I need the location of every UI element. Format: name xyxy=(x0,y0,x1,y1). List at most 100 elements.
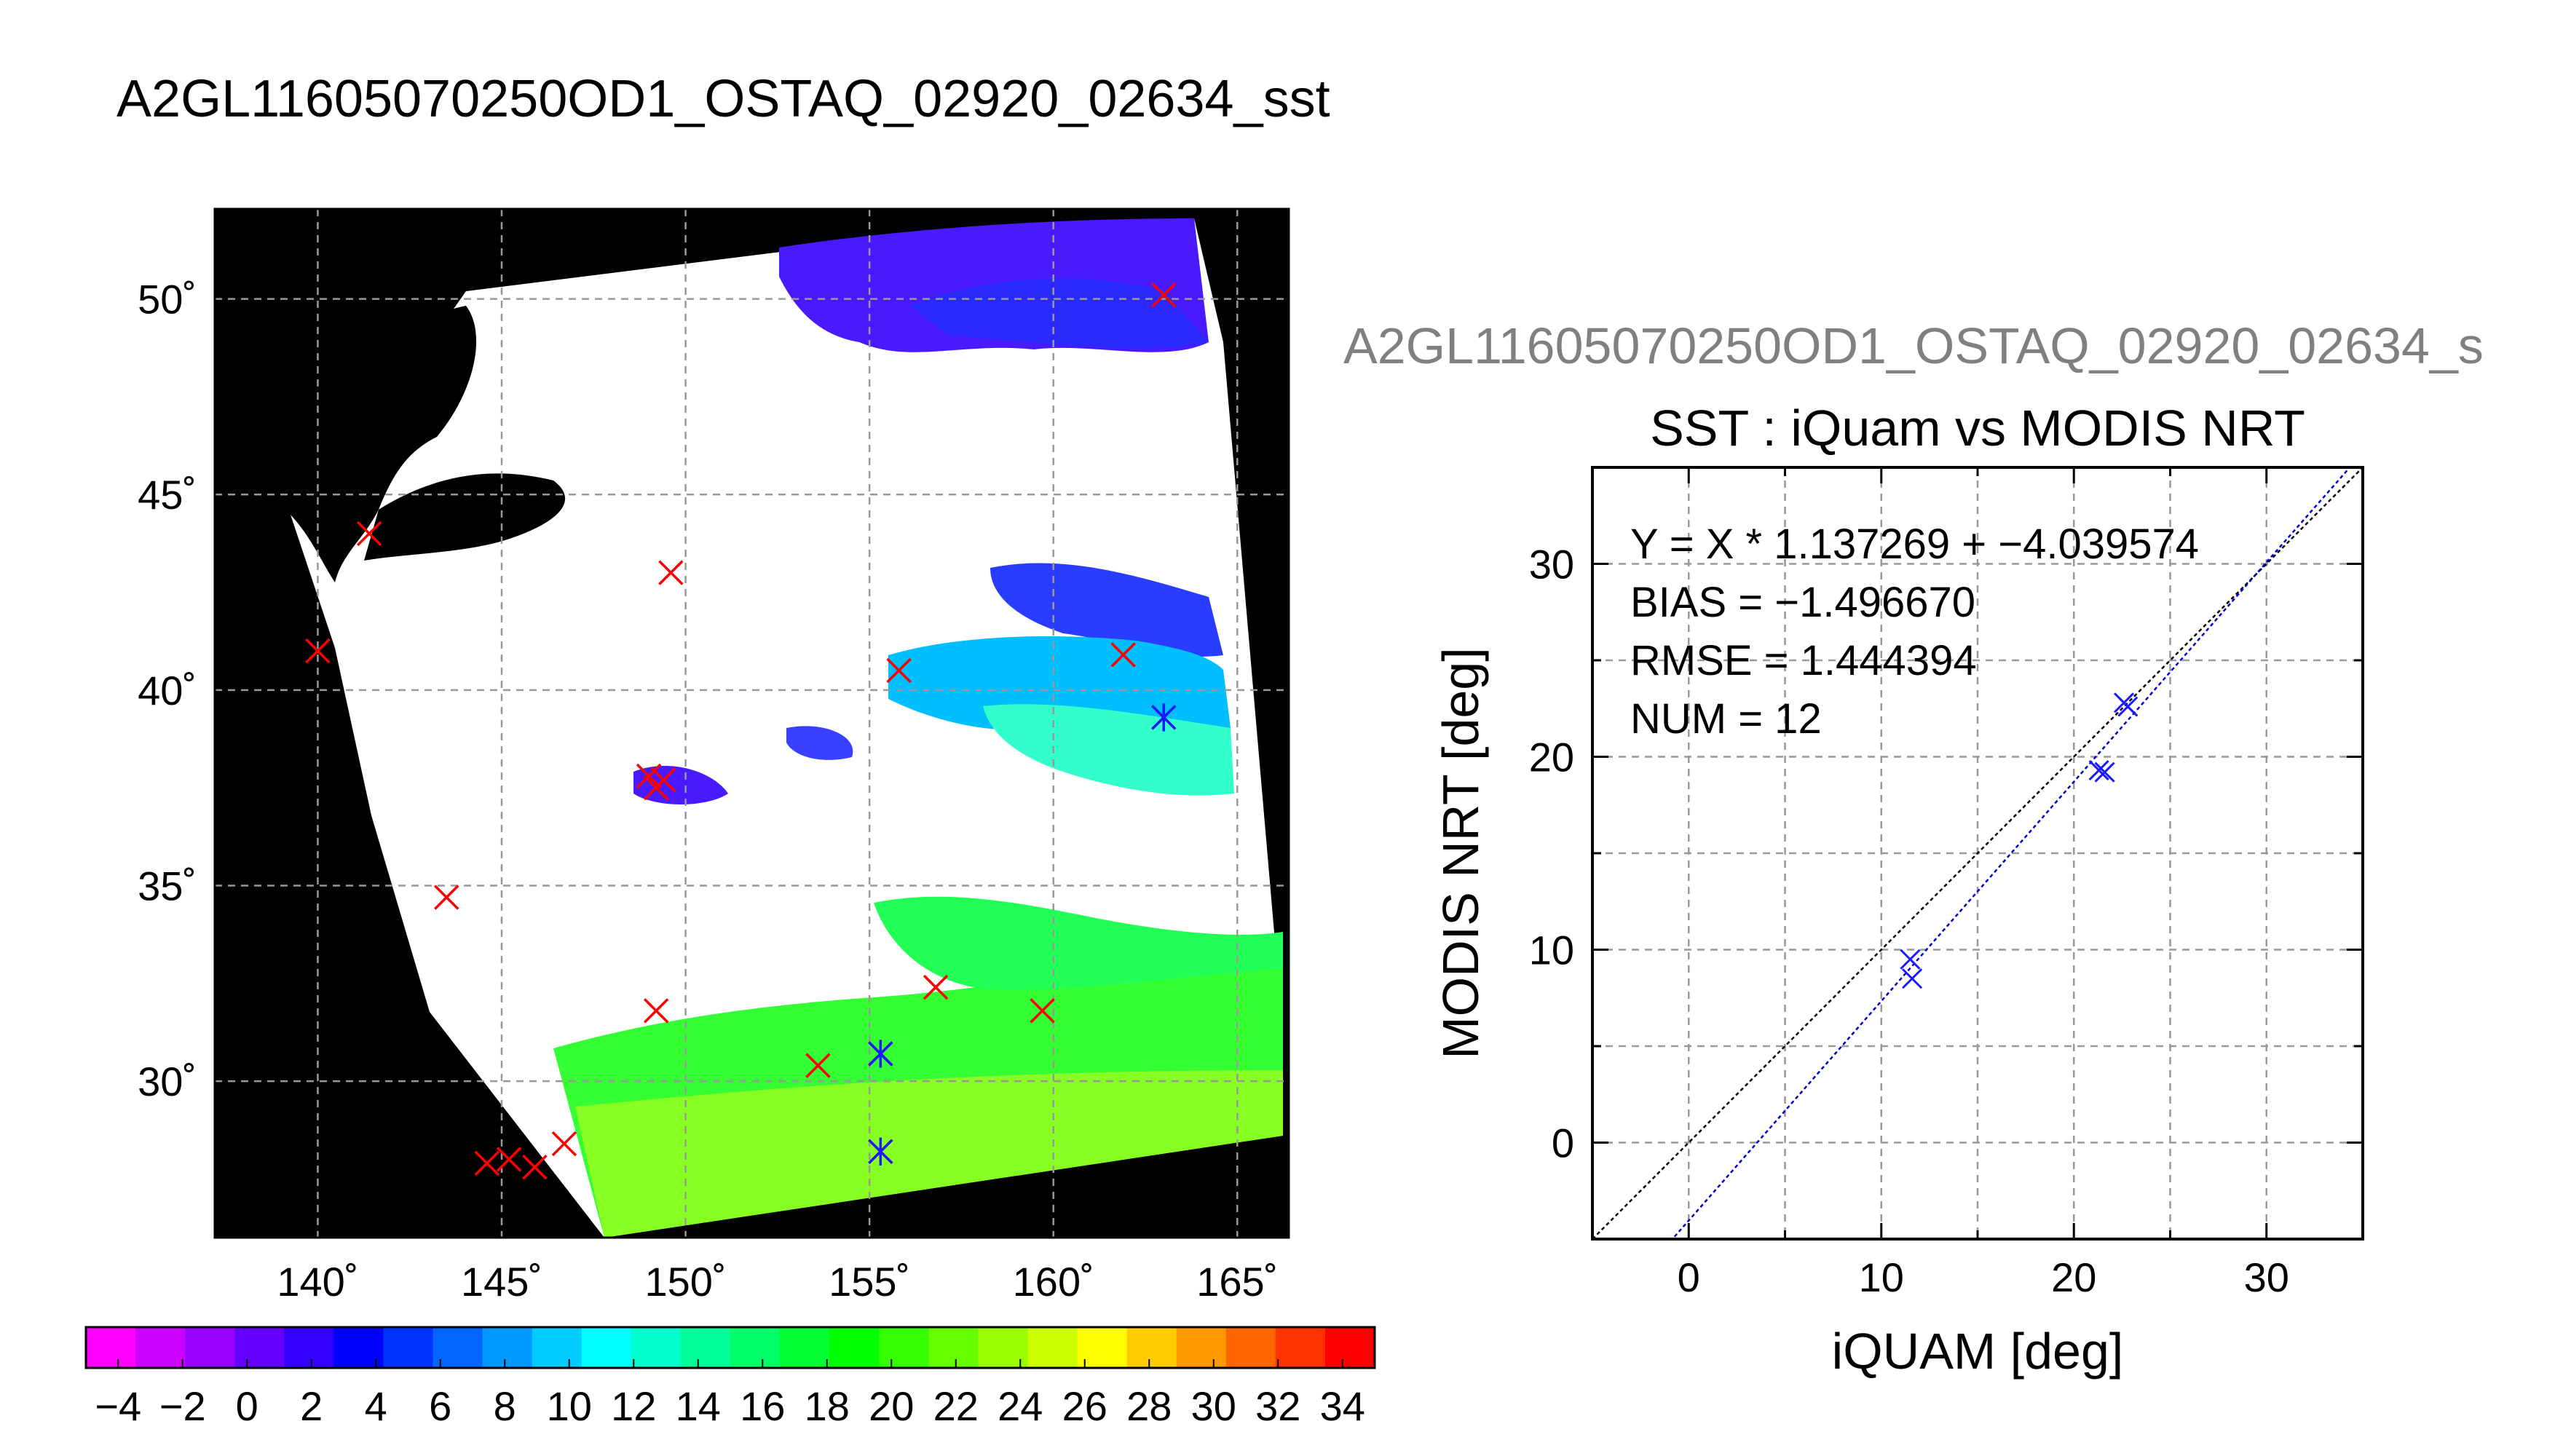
map-point-red xyxy=(522,1155,548,1180)
map-point-red xyxy=(356,521,382,547)
colorbar-tick-label: −2 xyxy=(159,1383,206,1429)
colorbar-segment xyxy=(532,1327,583,1368)
colorbar-tick-label: 12 xyxy=(611,1383,656,1429)
map-point-red xyxy=(496,1147,522,1172)
colorbar-segment xyxy=(1126,1327,1177,1368)
scatter-point xyxy=(1900,949,1921,970)
scatter-point xyxy=(2094,761,2115,783)
landmass-hokkaido xyxy=(262,306,477,582)
scatter-point xyxy=(1902,968,1923,989)
scatter-annotation: Y = X * 1.137269 + −4.039574 xyxy=(1630,521,2199,568)
map-point-red xyxy=(636,763,662,789)
map-grid xyxy=(215,209,1289,1238)
colorbar-tick-label: 26 xyxy=(1062,1383,1107,1429)
scatter-lines xyxy=(1592,467,2363,1239)
colorbar-segment xyxy=(1077,1327,1128,1368)
map-tick-labels: 140˚ 145˚ 150˚ 155˚ 160˚ 165˚ 30˚ 35˚ 40˚ 45˚ 50˚ xyxy=(138,277,1278,1305)
map-point-red xyxy=(433,885,459,910)
colorbar-tick-label: 34 xyxy=(1320,1383,1365,1429)
colorbar-segment xyxy=(1324,1327,1375,1368)
colorbar-tick-label: 6 xyxy=(429,1383,451,1429)
colorbar-segment xyxy=(1027,1327,1078,1368)
scatter-x-tick-label: 0 xyxy=(1678,1254,1700,1300)
map-point-red xyxy=(923,974,949,1000)
colorbar-tick-labels: −4 −2 0 2 4 6 8 10 12 14 16 18 20 22 24 26 28 30 32 34 xyxy=(95,1359,1365,1429)
sst-mid-cyan xyxy=(888,636,1231,730)
map-point-red xyxy=(651,767,676,793)
colorbar-segment xyxy=(86,1327,137,1368)
colorbar-segment xyxy=(780,1327,831,1368)
scatter-file-title: A2GL11605070250OD1_OSTAQ_02920_02634_s xyxy=(1343,317,2484,374)
scatter-y-tick-label: 10 xyxy=(1529,927,1574,973)
scatter-x-tick-label: 20 xyxy=(2051,1254,2096,1300)
colorbar-segment xyxy=(284,1327,335,1368)
colorbar-tick-label: 10 xyxy=(547,1383,592,1429)
scatter-annotation: RMSE = 1.444394 xyxy=(1630,637,1977,684)
colorbar-tick-label: 8 xyxy=(494,1383,516,1429)
colorbar-segment xyxy=(631,1327,682,1368)
map-point-red xyxy=(658,560,684,585)
colorbar-segment xyxy=(185,1327,236,1368)
map-point-red xyxy=(1151,282,1177,308)
map-lat-tick-label: 50˚ xyxy=(138,277,197,323)
map-point-blue xyxy=(868,1137,893,1166)
map-point-blue xyxy=(1151,703,1177,732)
colorbar-segment xyxy=(1176,1327,1227,1368)
map-match-points xyxy=(305,282,1177,1180)
sst-mid-blue xyxy=(990,563,1223,657)
scatter-point xyxy=(2088,759,2109,781)
colorbar-tick-label: 14 xyxy=(676,1383,721,1429)
map-lat-tick-label: 40˚ xyxy=(138,668,197,713)
map-point-red xyxy=(305,638,331,664)
colorbar-tick-label: 32 xyxy=(1255,1383,1300,1429)
colorbar-segment xyxy=(482,1327,533,1368)
map-point-red xyxy=(1030,998,1055,1024)
colorbar-segment xyxy=(581,1327,632,1368)
colorbar-tick-label: 22 xyxy=(933,1383,979,1429)
map-lon-tick-label: 155˚ xyxy=(829,1259,910,1305)
scatter-points xyxy=(1900,692,2139,989)
map-frame xyxy=(213,207,1290,1239)
map-swath xyxy=(215,209,1289,1238)
map-point-red xyxy=(551,1131,577,1157)
sst-south-yellowgreen xyxy=(575,1070,1283,1238)
colorbar xyxy=(84,1326,1376,1369)
colorbar-segment xyxy=(879,1327,930,1368)
scatter-y-axis-label: MODIS NRT [deg] xyxy=(1432,647,1489,1059)
scatter-title: SST : iQuam vs MODIS NRT xyxy=(1650,400,2305,456)
map-lon-tick-label: 150˚ xyxy=(645,1259,727,1305)
colorbar-tick-label: 4 xyxy=(365,1383,387,1429)
colorbar-tick-label: 24 xyxy=(998,1383,1043,1429)
colorbar-tick-label: 2 xyxy=(300,1383,323,1429)
sst-patch-purple-1 xyxy=(633,765,728,804)
scatter-point xyxy=(2117,696,2139,717)
map-lon-tick-label: 140˚ xyxy=(277,1259,358,1305)
one-to-one-line xyxy=(1592,467,2363,1239)
scatter-x-tick-label: 30 xyxy=(2244,1254,2289,1300)
sst-mid-teal xyxy=(983,704,1234,796)
scatter-y-tick-label: 30 xyxy=(1529,542,1574,587)
regression-line xyxy=(1671,467,2351,1239)
map-point-red xyxy=(886,657,912,684)
map-lat-tick-label: 45˚ xyxy=(138,472,197,518)
map-lon-tick-label: 145˚ xyxy=(461,1259,542,1305)
colorbar-segment xyxy=(1225,1327,1276,1368)
colorbar-segment xyxy=(383,1327,434,1368)
scatter-x-tick-label: 10 xyxy=(1859,1254,1904,1300)
colorbar-segment xyxy=(829,1327,880,1368)
colorbar-tick-label: 18 xyxy=(805,1383,850,1429)
sst-patch-purple-2 xyxy=(786,726,853,760)
colorbar-segment xyxy=(730,1327,781,1368)
colorbar-segment xyxy=(1275,1327,1326,1368)
colorbar-tick-label: 28 xyxy=(1126,1383,1172,1429)
map-point-red xyxy=(643,998,669,1024)
colorbar-tick-label: 20 xyxy=(869,1383,914,1429)
map-lon-tick-label: 160˚ xyxy=(1013,1259,1094,1305)
colorbar-tick-label: 16 xyxy=(740,1383,785,1429)
colorbar-segment xyxy=(234,1327,285,1368)
scatter-y-tick-label: 20 xyxy=(1529,735,1574,780)
map-lat-tick-label: 30˚ xyxy=(138,1059,197,1104)
scatter-annotations: Y = X * 1.137269 + −4.039574 BIAS = −1.49… xyxy=(1630,521,2199,743)
sst-north-blue xyxy=(910,278,1209,349)
